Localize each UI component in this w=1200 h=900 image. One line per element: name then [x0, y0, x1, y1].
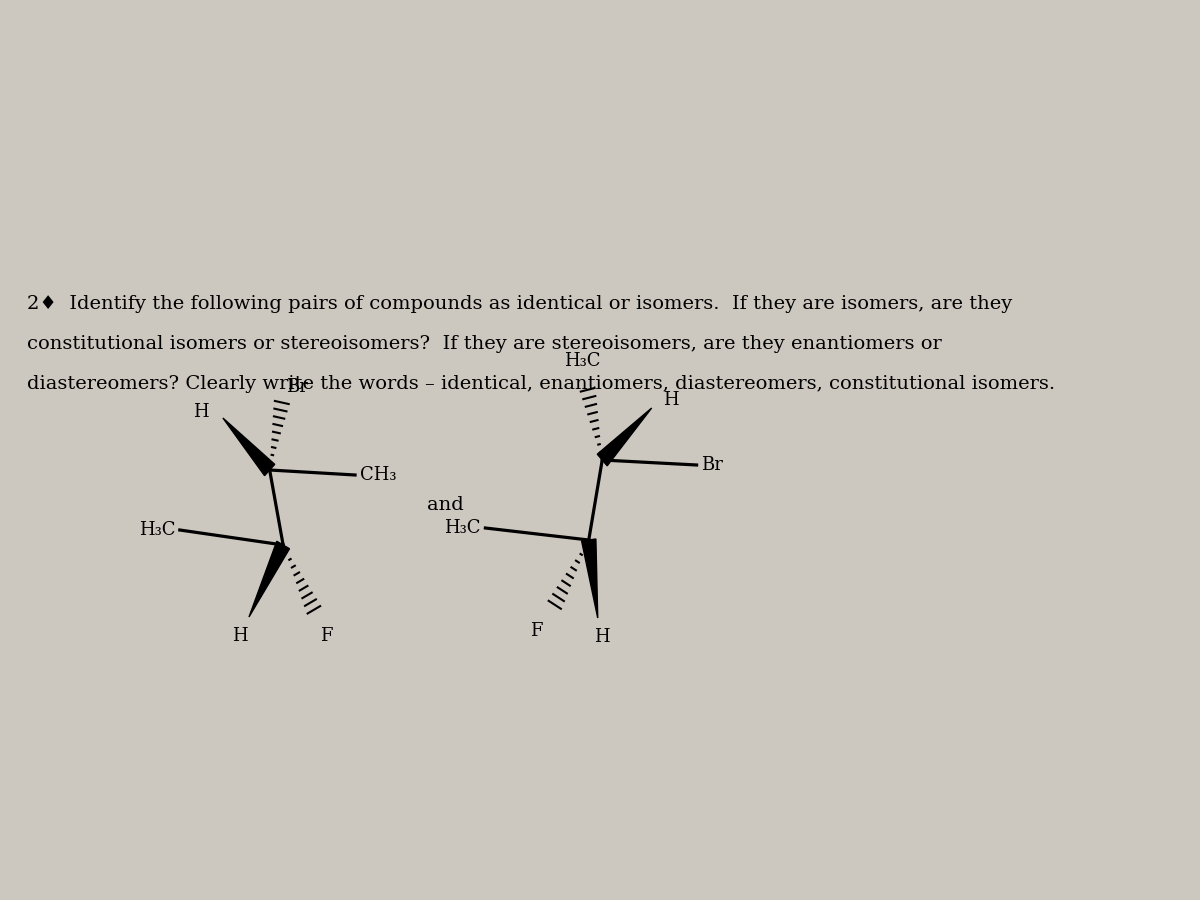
- Text: and: and: [426, 496, 463, 514]
- Text: CH₃: CH₃: [360, 466, 396, 484]
- Text: H: H: [664, 391, 679, 409]
- Text: F: F: [320, 627, 332, 645]
- Polygon shape: [582, 539, 598, 618]
- Polygon shape: [248, 541, 289, 617]
- Polygon shape: [223, 418, 275, 476]
- Text: 2♦  Identify the following pairs of compounds as identical or isomers.  If they : 2♦ Identify the following pairs of compo…: [26, 295, 1013, 313]
- Text: diastereomers? Clearly write the words – identical, enantiomers, diastereomers, : diastereomers? Clearly write the words –…: [26, 375, 1055, 393]
- Text: H₃C: H₃C: [564, 352, 601, 370]
- Text: Br: Br: [701, 456, 722, 474]
- Text: H: H: [232, 627, 248, 645]
- Text: constitutional isomers or stereoisomers?  If they are stereoisomers, are they en: constitutional isomers or stereoisomers?…: [26, 335, 942, 353]
- Text: F: F: [530, 622, 542, 640]
- Text: H: H: [193, 403, 209, 421]
- Polygon shape: [598, 408, 652, 466]
- Text: H₃C: H₃C: [444, 519, 481, 537]
- Text: H: H: [594, 628, 610, 646]
- Text: Br: Br: [286, 378, 307, 396]
- Text: H₃C: H₃C: [139, 521, 175, 539]
